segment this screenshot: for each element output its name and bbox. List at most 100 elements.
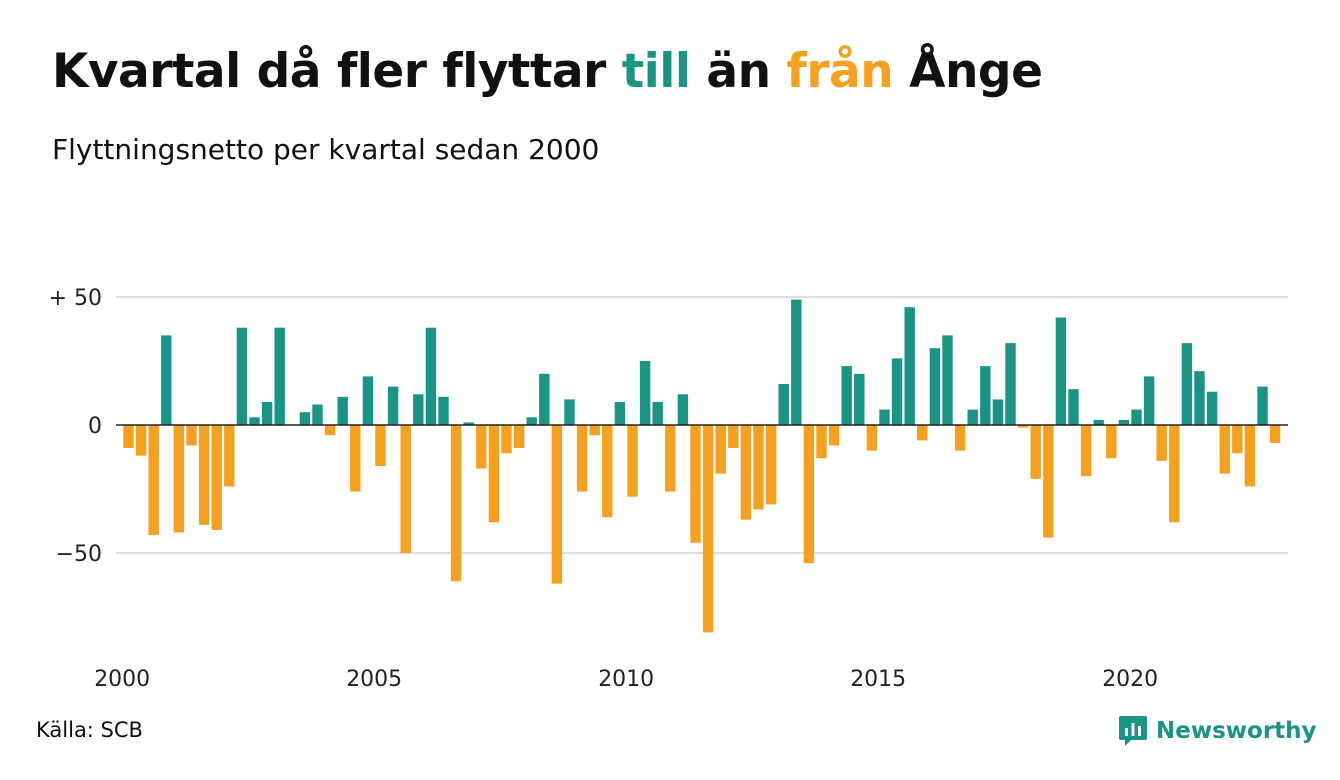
- bar: [488, 425, 500, 523]
- bar: [1206, 391, 1218, 425]
- bar: [690, 425, 701, 543]
- bar: [715, 425, 726, 474]
- bar: [274, 327, 285, 425]
- bar: [866, 425, 878, 451]
- bar: [211, 425, 222, 530]
- title-till: till: [621, 44, 691, 99]
- bar: [854, 373, 865, 425]
- bar: [652, 402, 663, 425]
- bar: [261, 402, 273, 425]
- bar: [425, 327, 437, 425]
- bar: [791, 299, 802, 425]
- bar: [387, 386, 399, 425]
- bar: [980, 366, 991, 425]
- bar: [816, 425, 827, 459]
- bar: [438, 396, 449, 425]
- bar: [450, 425, 462, 582]
- bar: [602, 425, 613, 518]
- bar: [1143, 376, 1155, 425]
- bar: [740, 425, 752, 520]
- newsworthy-logo-icon: [1119, 716, 1147, 746]
- bar: [1269, 425, 1281, 443]
- bar: [576, 425, 588, 492]
- bar: [677, 394, 689, 425]
- bar: [551, 425, 563, 584]
- bar: [1043, 425, 1054, 538]
- chart-subtitle: Flyttningsnetto per kvartal sedan 2000: [52, 133, 600, 166]
- bar: [1017, 425, 1029, 428]
- bar: [1181, 343, 1193, 425]
- bar: [1080, 425, 1092, 477]
- bar: [778, 384, 789, 425]
- bar: [589, 425, 600, 436]
- bar: [765, 425, 777, 505]
- bar: [1030, 425, 1041, 479]
- bar: [639, 361, 651, 425]
- source-note: Källa: SCB: [36, 718, 143, 742]
- bar: [879, 409, 890, 425]
- title-fran: från: [786, 44, 894, 99]
- bar: [967, 409, 978, 425]
- bar: [135, 425, 147, 456]
- title-part-2: än: [690, 44, 787, 99]
- bar: [350, 425, 361, 492]
- x-tick-label: 2010: [598, 667, 654, 692]
- bar: [148, 425, 159, 536]
- bar: [904, 307, 915, 425]
- bar: [728, 425, 739, 448]
- x-tick-label: 2020: [1102, 667, 1158, 692]
- bar: [501, 425, 512, 454]
- bar: [1055, 317, 1067, 425]
- bar: [1219, 425, 1230, 474]
- bar: [324, 425, 336, 436]
- bars: [123, 299, 1281, 633]
- bar: [627, 425, 638, 497]
- x-tick-label: 2015: [850, 667, 906, 692]
- bar: [1244, 425, 1256, 487]
- bar: [513, 425, 525, 448]
- bar: [1232, 425, 1243, 454]
- bar: [186, 425, 197, 446]
- bar: [400, 425, 411, 553]
- bar: [665, 425, 676, 492]
- bar: [803, 425, 815, 564]
- bar: [753, 425, 764, 510]
- bar: [413, 394, 424, 425]
- bar: [1131, 409, 1142, 425]
- title-part-3: Ånge: [893, 44, 1043, 99]
- bar: [337, 396, 348, 425]
- y-tick-label: + 50: [49, 286, 102, 311]
- x-tick-label: 2005: [346, 667, 402, 692]
- bar: [828, 425, 840, 446]
- bar: [526, 417, 537, 425]
- y-tick-label: −50: [56, 542, 102, 567]
- bar: [312, 404, 323, 425]
- bar: [1005, 343, 1016, 425]
- brand-name: Newsworthy: [1156, 718, 1317, 744]
- bar: [954, 425, 966, 451]
- bar: [539, 373, 550, 425]
- grid-lines: [116, 296, 1288, 554]
- bar: [476, 425, 487, 469]
- bar: [992, 399, 1004, 425]
- y-axis-ticks: + 50 0 −50: [49, 286, 102, 567]
- x-axis-ticks: 2000 2005 2010 2015 2020: [94, 667, 1158, 692]
- bar: [362, 376, 374, 425]
- bar: [917, 425, 928, 441]
- bar: [1169, 425, 1180, 523]
- brand-logo: Newsworthy: [1118, 714, 1317, 748]
- bar: [1118, 419, 1130, 425]
- bar: [1093, 419, 1104, 425]
- bar: [1156, 425, 1167, 461]
- bar: [198, 425, 210, 525]
- title-part-1: Kvartal då fler flyttar: [52, 44, 622, 99]
- bar: [1106, 425, 1117, 459]
- bar: [614, 402, 626, 425]
- bar: [564, 399, 575, 425]
- bar: [236, 327, 248, 425]
- bar: [942, 335, 953, 425]
- y-tick-label: 0: [88, 414, 102, 439]
- chart-title: Kvartal då fler flyttar till än från Ång…: [52, 44, 1043, 99]
- bar: [841, 366, 852, 425]
